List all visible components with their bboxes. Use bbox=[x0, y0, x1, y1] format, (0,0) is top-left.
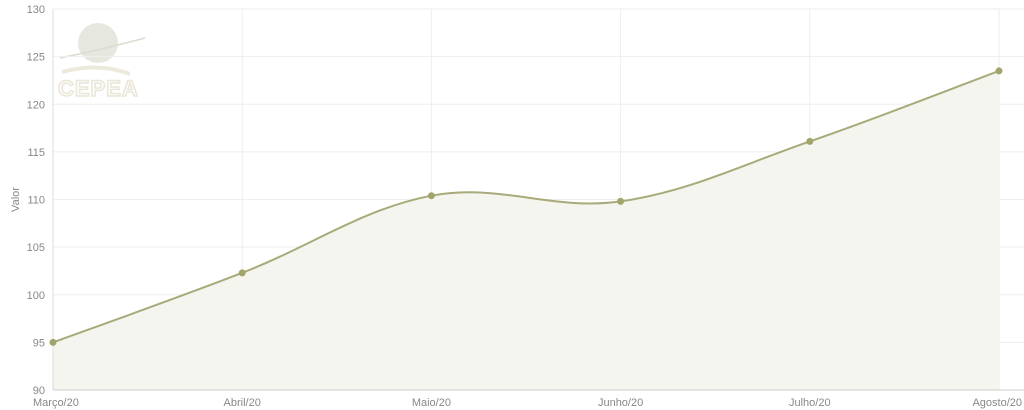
y-tick-label: 115 bbox=[27, 147, 45, 159]
x-tick-label: Abril/20 bbox=[224, 397, 261, 409]
data-point[interactable] bbox=[427, 192, 435, 200]
x-tick-label: Março/20 bbox=[33, 397, 79, 409]
y-tick-label: 110 bbox=[27, 195, 45, 207]
data-point[interactable] bbox=[238, 269, 246, 277]
data-point[interactable] bbox=[49, 338, 57, 346]
series-area bbox=[52, 69, 1000, 390]
y-axis-label: Valor bbox=[10, 187, 22, 212]
x-tick-label: Agosto/20 bbox=[972, 397, 1022, 409]
data-point[interactable] bbox=[806, 137, 814, 145]
y-tick-label: 90 bbox=[33, 385, 45, 397]
x-tick-label: Maio/20 bbox=[412, 397, 451, 409]
x-tick-label: Junho/20 bbox=[598, 397, 643, 409]
series-line bbox=[52, 69, 1000, 344]
logo-text: CEPEA bbox=[58, 76, 139, 101]
axes: 90 95 100 105 110 115 120 125 130 Março/20 Abril/2… bbox=[27, 4, 1024, 409]
y-tick-label: 120 bbox=[27, 99, 45, 111]
y-tick-label: 130 bbox=[27, 4, 45, 16]
data-point[interactable] bbox=[995, 67, 1003, 75]
globe-icon bbox=[78, 23, 118, 63]
y-tick-label: 100 bbox=[27, 290, 45, 302]
data-point[interactable] bbox=[617, 197, 625, 205]
area-fill bbox=[53, 70, 999, 390]
y-tick-label: 95 bbox=[33, 337, 45, 349]
data-points bbox=[49, 67, 1003, 346]
x-tick-label: Julho/20 bbox=[789, 397, 831, 409]
y-tick-label: 125 bbox=[27, 52, 45, 64]
y-tick-label: 105 bbox=[27, 242, 45, 254]
logo-swoosh-icon bbox=[61, 65, 131, 76]
cepea-logo: CEPEA bbox=[57, 23, 146, 102]
